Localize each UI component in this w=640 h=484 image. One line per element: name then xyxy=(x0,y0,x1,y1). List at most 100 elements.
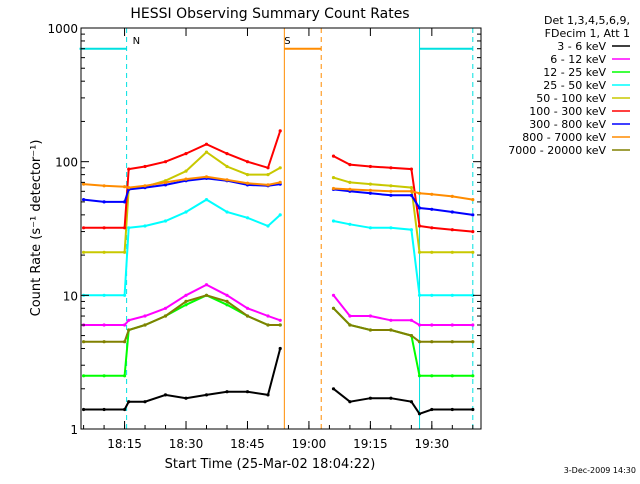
data-point-50-100-kev xyxy=(102,250,106,254)
data-point-800-7000-kev xyxy=(471,198,475,202)
data-point-100-300-kev xyxy=(471,230,475,234)
data-point-25-50-kev xyxy=(450,293,454,297)
data-point-100-300-kev xyxy=(430,226,434,230)
data-point-7000-20000-kev xyxy=(225,299,229,303)
data-point-100-300-kev xyxy=(368,164,372,169)
data-point-7000-20000-kev xyxy=(127,328,131,332)
plot-frame xyxy=(80,27,482,430)
data-point-800-7000-kev xyxy=(204,175,209,179)
data-point-6-12-kev xyxy=(368,314,372,318)
data-point-12-25-kev xyxy=(184,303,188,307)
x-tick-label: 19:30 xyxy=(415,437,450,451)
data-point-7000-20000-kev xyxy=(184,299,188,303)
data-point-100-300-kev xyxy=(123,226,127,230)
data-point-50-100-kev xyxy=(417,250,422,254)
data-point-25-50-kev xyxy=(389,226,393,230)
data-point-6-12-kev xyxy=(245,306,250,310)
data-point-25-50-kev xyxy=(204,198,209,202)
data-point-12-25-kev xyxy=(82,374,86,378)
data-point-100-300-kev xyxy=(409,167,413,171)
legend-header-line-1: Det 1,3,4,5,6,9, xyxy=(544,14,630,27)
data-point-800-7000-kev xyxy=(430,192,434,196)
x-tick-label: 19:00 xyxy=(292,437,327,451)
data-point-6-12-kev xyxy=(102,323,106,327)
legend-label-50-100-kev: 50 - 100 keV xyxy=(536,92,606,105)
data-point-25-50-kev xyxy=(245,216,250,220)
data-point-100-300-kev xyxy=(348,163,352,167)
x-axis-label: Start Time (25-Mar-02 18:04:22) xyxy=(165,457,376,472)
legend-label-25-50-kev: 25 - 50 keV xyxy=(543,79,606,92)
legend-label-800-7000-kev: 800 - 7000 keV xyxy=(522,131,606,144)
data-point-3-6-kev xyxy=(389,396,393,400)
x-tick-label: 18:30 xyxy=(169,437,204,451)
series-line-7000-20000-kev-1 xyxy=(83,294,281,343)
data-point-25-50-kev xyxy=(348,222,352,226)
data-point-7000-20000-kev xyxy=(450,340,454,344)
data-point-300-800-kev xyxy=(389,193,393,197)
data-point-50-100-kev xyxy=(331,176,336,180)
data-point-100-300-kev xyxy=(331,154,336,158)
legend-header-line-2: FDecim 1, Att 1 xyxy=(545,27,630,40)
data-point-12-25-kev xyxy=(430,374,434,378)
legend-label-3-6-kev: 3 - 6 keV xyxy=(557,40,606,53)
data-point-800-7000-kev xyxy=(348,187,352,191)
data-point-50-100-kev xyxy=(82,250,86,254)
data-point-800-7000-kev xyxy=(450,194,454,198)
x-tick-label: 19:15 xyxy=(353,437,388,451)
data-point-800-7000-kev xyxy=(143,184,147,188)
data-point-7000-20000-kev xyxy=(348,323,352,327)
data-point-6-12-kev xyxy=(204,283,209,287)
data-point-300-800-kev xyxy=(450,210,454,214)
data-point-800-7000-kev xyxy=(409,189,413,193)
data-point-50-100-kev xyxy=(409,186,413,190)
data-point-100-300-kev xyxy=(82,226,86,230)
data-point-25-50-kev xyxy=(127,226,131,230)
data-point-50-100-kev xyxy=(430,250,434,254)
data-point-6-12-kev xyxy=(123,323,127,327)
data-point-3-6-kev xyxy=(123,407,127,412)
legend-label-300-800-kev: 300 - 800 keV xyxy=(529,118,606,131)
series-line-300-800-kev-1 xyxy=(83,177,281,203)
data-point-3-6-kev xyxy=(471,407,475,412)
legend: Det 1,3,4,5,6,9, FDecim 1, Att 1 3 - 6 k… xyxy=(508,14,630,157)
data-point-800-7000-kev xyxy=(184,177,188,181)
data-point-3-6-kev xyxy=(102,407,106,412)
y-tick-label: 1000 xyxy=(47,22,78,36)
data-point-25-50-kev xyxy=(143,224,147,228)
legend-label-100-300-kev: 100 - 300 keV xyxy=(529,105,606,118)
axis-ticks: 18:15 18:30 18:45 19:00 19:15 19:30 1 10 100 1000 xyxy=(47,22,481,451)
data-point-100-300-kev xyxy=(102,226,106,230)
data-point-50-100-kev xyxy=(225,164,229,169)
data-point-50-100-kev xyxy=(471,250,475,254)
data-point-25-50-kev xyxy=(278,213,282,217)
data-point-7000-20000-kev xyxy=(102,340,106,344)
data-point-50-100-kev xyxy=(368,182,372,186)
data-point-25-50-kev xyxy=(331,219,336,223)
data-point-50-100-kev xyxy=(266,173,270,177)
data-point-50-100-kev xyxy=(123,250,127,254)
data-point-25-50-kev xyxy=(184,210,188,214)
data-point-100-300-kev xyxy=(143,164,147,169)
data-point-3-6-kev xyxy=(225,390,229,394)
x-tick-label: 18:45 xyxy=(230,437,265,451)
data-point-100-300-kev xyxy=(245,160,250,164)
data-point-3-6-kev xyxy=(266,393,270,397)
data-point-25-50-kev xyxy=(225,210,229,214)
data-point-300-800-kev xyxy=(409,193,413,197)
data-point-7000-20000-kev xyxy=(143,323,147,327)
data-point-800-7000-kev xyxy=(82,182,86,186)
data-point-7000-20000-kev xyxy=(389,328,393,332)
data-point-100-300-kev xyxy=(127,167,131,171)
x-tick-label: 18:15 xyxy=(107,437,142,451)
data-point-7000-20000-kev xyxy=(331,306,336,310)
data-point-7000-20000-kev xyxy=(82,340,86,344)
data-point-25-50-kev xyxy=(266,224,270,228)
y-tick-label: 100 xyxy=(55,156,78,170)
series-line-800-7000-kev-1 xyxy=(83,175,281,189)
data-point-12-25-kev xyxy=(417,374,422,378)
data-point-100-300-kev xyxy=(417,224,422,228)
data-point-100-300-kev xyxy=(278,129,282,133)
data-point-800-7000-kev xyxy=(278,180,282,184)
